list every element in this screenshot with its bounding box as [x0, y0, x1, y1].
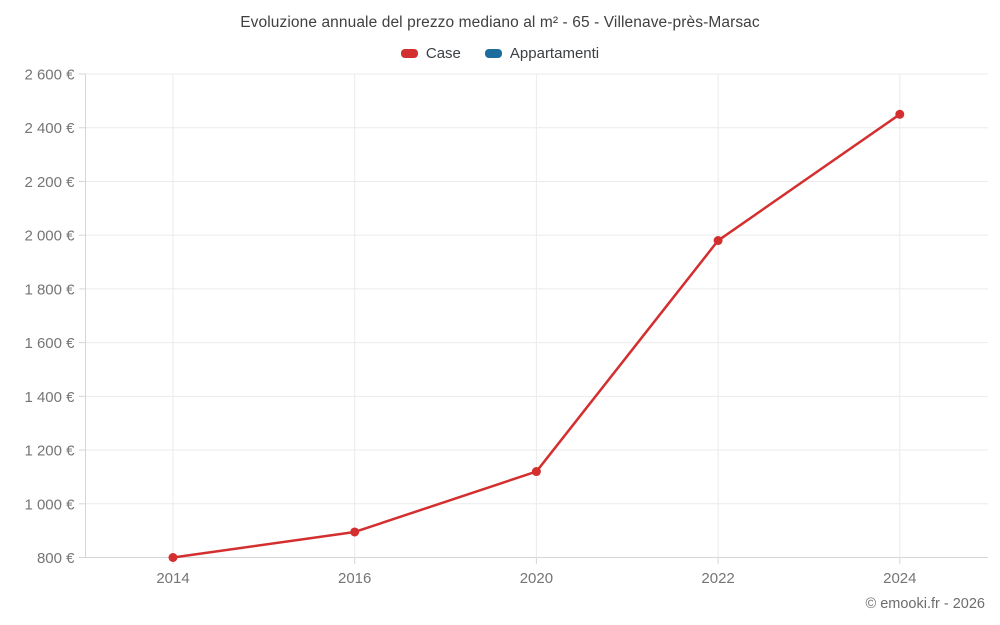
y-axis-label: 1 400 € [24, 389, 75, 406]
legend: Case Appartamenti [0, 45, 1000, 62]
y-axis-label: 1 600 € [24, 335, 75, 352]
case-legend-swatch [400, 49, 418, 58]
y-axis-label: 1 200 € [24, 443, 75, 460]
y-axis-label: 2 400 € [24, 120, 75, 137]
y-axis-label: 2 200 € [24, 174, 75, 191]
legend-item-appartamenti[interactable]: Appartamenti [484, 45, 600, 62]
y-axis-label: 2 000 € [24, 228, 75, 245]
x-axis-label: 2016 [338, 570, 371, 587]
x-axis-label: 2022 [701, 570, 734, 587]
y-axis-label: 800 € [37, 550, 75, 567]
y-axis-label: 1 000 € [24, 496, 75, 513]
axis-labels: 800 € 1 000 € 1 200 € 1 400 € 1 600 € 1 800 €… [24, 67, 916, 588]
y-axis-label: 1 800 € [24, 281, 75, 298]
case-point[interactable] [895, 109, 905, 119]
legend-item-case[interactable]: Case [400, 45, 461, 62]
chart-title: Evoluzione annuale del prezzo mediano al… [240, 14, 760, 31]
appartamenti-legend-swatch [484, 49, 502, 58]
y-axis-label: 2 600 € [24, 67, 75, 84]
gridlines [85, 73, 988, 558]
attribution: © emooki.fr - 2026 [865, 596, 985, 612]
case-legend-label: Case [425, 45, 461, 62]
case-point[interactable] [531, 467, 541, 477]
x-axis-label: 2014 [156, 570, 189, 587]
case-point[interactable] [350, 527, 360, 537]
x-axis-label: 2020 [520, 570, 553, 587]
case-point[interactable] [168, 553, 178, 562]
series [168, 109, 905, 562]
x-axis-label: 2024 [883, 570, 916, 587]
case-point[interactable] [713, 236, 723, 246]
axes [79, 73, 901, 564]
appartamenti-legend-label: Appartamenti [509, 45, 600, 62]
